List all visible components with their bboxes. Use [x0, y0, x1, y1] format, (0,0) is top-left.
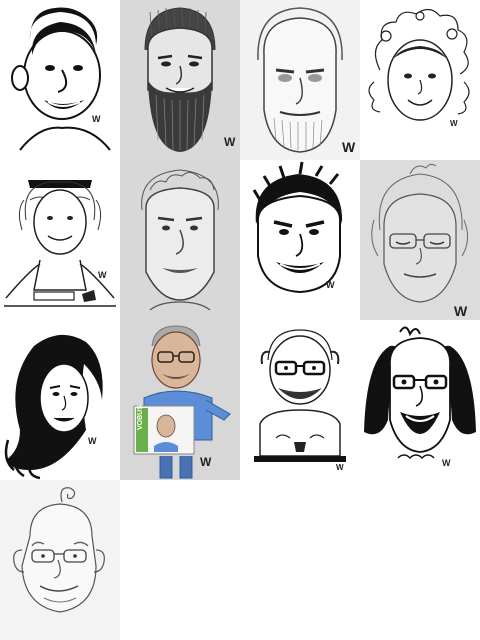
caricature-2[interactable]: W	[120, 0, 240, 160]
artist-signature: W	[98, 270, 107, 280]
artist-signature: W	[336, 463, 344, 472]
caricature-1[interactable]: W	[0, 0, 120, 160]
artist-signature: W	[224, 135, 236, 149]
caricature-11[interactable]: W	[240, 320, 360, 480]
artist-signature: W	[88, 436, 97, 446]
artist-signature: W	[92, 114, 101, 124]
caricature-5[interactable]: W	[0, 160, 120, 320]
caricature-9[interactable]: W	[0, 320, 120, 480]
sign-text: VOBUS	[137, 405, 144, 430]
caricature-6[interactable]	[120, 160, 240, 320]
artist-signature: W	[454, 303, 468, 319]
artist-signature: W	[200, 455, 212, 469]
caricature-8[interactable]: W	[360, 160, 480, 320]
caricature-13[interactable]	[0, 480, 120, 640]
caricature-12[interactable]: W	[360, 320, 480, 480]
caricature-10[interactable]: VOBUS W	[120, 320, 240, 480]
artist-signature: W	[326, 280, 335, 290]
caricature-7[interactable]: W	[240, 160, 360, 320]
artist-signature: W	[450, 119, 458, 128]
artist-signature: W	[342, 139, 356, 155]
caricature-3[interactable]: W	[240, 0, 360, 160]
artist-signature: W	[442, 458, 451, 468]
caricature-4[interactable]: W	[360, 0, 480, 160]
